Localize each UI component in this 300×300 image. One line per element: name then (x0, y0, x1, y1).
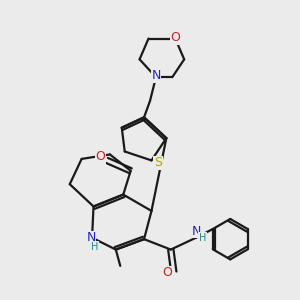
Text: O: O (162, 266, 172, 279)
Text: O: O (95, 150, 105, 163)
Text: O: O (170, 31, 180, 44)
Text: H: H (91, 242, 98, 252)
Text: N: N (151, 69, 160, 82)
Text: S: S (154, 156, 162, 169)
Text: N: N (191, 225, 201, 238)
Text: H: H (199, 233, 206, 243)
Text: N: N (86, 231, 96, 244)
